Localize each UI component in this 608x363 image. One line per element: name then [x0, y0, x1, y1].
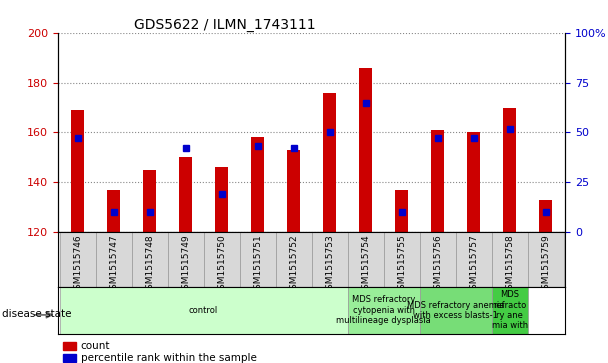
Bar: [60, 232, 95, 287]
Bar: [143, 170, 156, 232]
Bar: [420, 287, 492, 334]
Bar: [131, 232, 168, 287]
Bar: [275, 232, 311, 287]
Text: GSM1515749: GSM1515749: [181, 234, 190, 295]
Text: GSM1515758: GSM1515758: [505, 234, 514, 295]
Text: GSM1515756: GSM1515756: [433, 234, 442, 295]
Text: MDS
refracto
ry ane
mia with: MDS refracto ry ane mia with: [492, 290, 528, 330]
Text: GDS5622 / ILMN_1743111: GDS5622 / ILMN_1743111: [134, 18, 316, 32]
Text: percentile rank within the sample: percentile rank within the sample: [81, 353, 257, 363]
Text: GSM1515751: GSM1515751: [253, 234, 262, 295]
Bar: [503, 107, 516, 232]
Bar: [63, 354, 75, 362]
Text: GSM1515750: GSM1515750: [217, 234, 226, 295]
Text: MDS refractory anemia
with excess blasts-1: MDS refractory anemia with excess blasts…: [407, 301, 504, 320]
Bar: [384, 232, 420, 287]
Bar: [359, 68, 372, 232]
Bar: [348, 287, 420, 334]
Text: count: count: [81, 341, 110, 351]
Bar: [311, 232, 348, 287]
Text: GSM1515753: GSM1515753: [325, 234, 334, 295]
Bar: [492, 287, 528, 334]
Bar: [492, 232, 528, 287]
Bar: [348, 232, 384, 287]
Text: GSM1515748: GSM1515748: [145, 234, 154, 295]
Bar: [204, 232, 240, 287]
Text: GSM1515747: GSM1515747: [109, 234, 118, 295]
Bar: [71, 110, 84, 232]
Bar: [539, 200, 552, 232]
Text: disease state: disease state: [2, 309, 71, 319]
Text: GSM1515757: GSM1515757: [469, 234, 478, 295]
Bar: [95, 232, 131, 287]
Bar: [431, 130, 444, 232]
Bar: [60, 287, 348, 334]
Bar: [455, 232, 492, 287]
Text: GSM1515754: GSM1515754: [361, 234, 370, 295]
Bar: [395, 190, 408, 232]
Bar: [63, 342, 75, 350]
Text: MDS refractory
cytopenia with
multilineage dysplasia: MDS refractory cytopenia with multilinea…: [336, 295, 431, 325]
Bar: [251, 138, 264, 232]
Text: GSM1515746: GSM1515746: [73, 234, 82, 295]
Bar: [323, 93, 336, 232]
Bar: [468, 132, 480, 232]
Text: GSM1515752: GSM1515752: [289, 234, 298, 295]
Bar: [288, 150, 300, 232]
Bar: [179, 158, 192, 232]
Text: control: control: [189, 306, 218, 315]
Bar: [168, 232, 204, 287]
Bar: [528, 232, 564, 287]
Bar: [240, 232, 275, 287]
Bar: [215, 167, 228, 232]
Text: GSM1515755: GSM1515755: [397, 234, 406, 295]
Text: GSM1515759: GSM1515759: [541, 234, 550, 295]
Bar: [107, 190, 120, 232]
Bar: [420, 232, 455, 287]
